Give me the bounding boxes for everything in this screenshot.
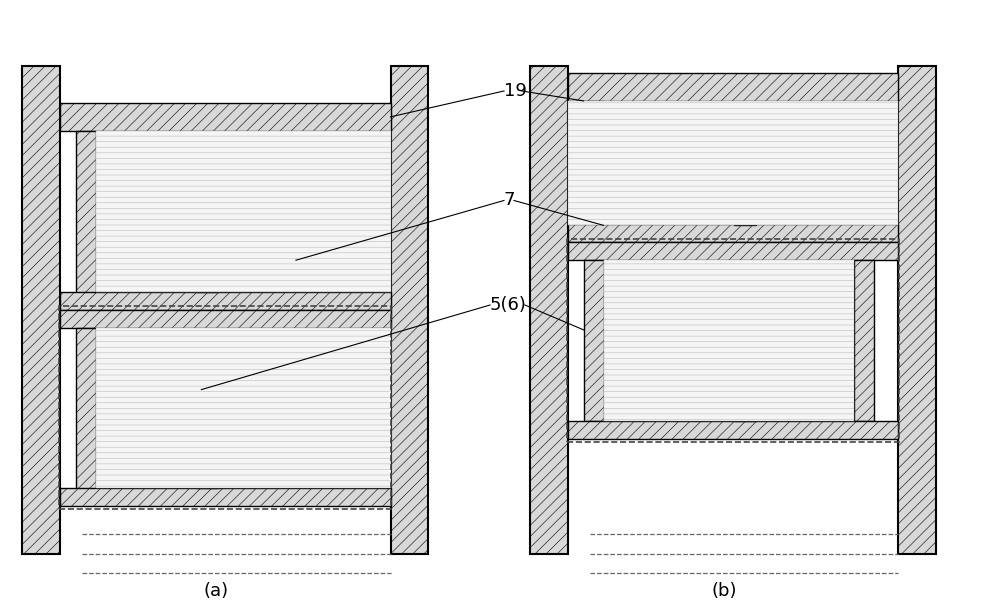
- Bar: [196, 163, 218, 292]
- Bar: [60, 292, 391, 310]
- Text: 7: 7: [504, 192, 515, 209]
- Text: 19: 19: [504, 82, 527, 100]
- Bar: [568, 242, 898, 260]
- Bar: [854, 260, 874, 422]
- Bar: [734, 126, 756, 225]
- Bar: [568, 422, 898, 439]
- Bar: [898, 66, 936, 554]
- Text: (b): (b): [711, 582, 737, 600]
- Bar: [568, 224, 898, 242]
- Text: 5(6): 5(6): [490, 296, 527, 314]
- Bar: [604, 260, 854, 422]
- Bar: [96, 328, 391, 488]
- Bar: [734, 292, 756, 422]
- Bar: [22, 66, 60, 554]
- Bar: [76, 131, 96, 295]
- Bar: [567, 239, 899, 442]
- Bar: [196, 359, 218, 488]
- Bar: [391, 66, 428, 554]
- Bar: [96, 131, 391, 292]
- Bar: [584, 260, 604, 422]
- Bar: [568, 101, 898, 225]
- Bar: [59, 306, 391, 509]
- Text: (a): (a): [204, 582, 229, 600]
- Bar: [568, 73, 898, 101]
- Bar: [584, 101, 604, 225]
- Bar: [60, 103, 391, 131]
- Bar: [60, 310, 391, 328]
- Bar: [76, 328, 96, 489]
- Bar: [60, 488, 391, 506]
- Bar: [530, 66, 568, 554]
